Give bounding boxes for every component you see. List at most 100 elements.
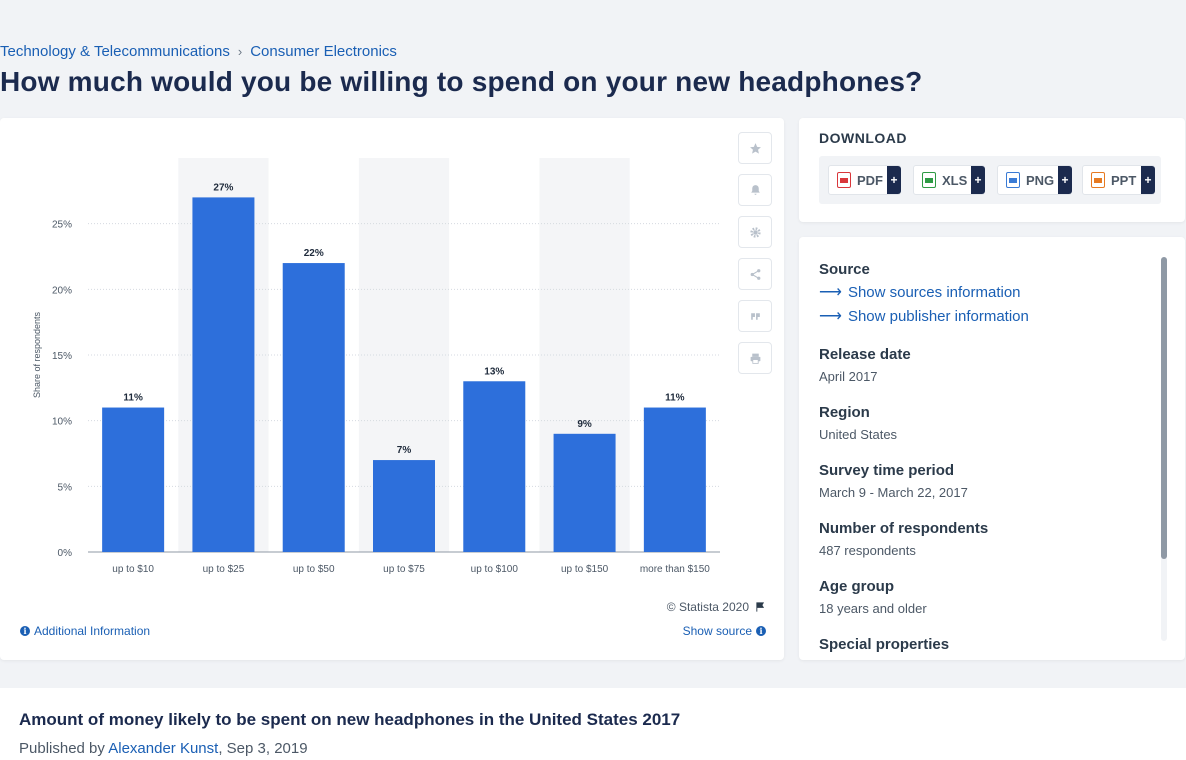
png-file-icon (1006, 172, 1020, 188)
breadcrumb-item-technology[interactable]: Technology & Telecommunications (0, 43, 230, 60)
plus-icon: + (1141, 166, 1155, 194)
special-properties-label: Special properties (819, 636, 950, 653)
download-xls-button[interactable]: XLS + (913, 165, 985, 195)
info-icon: i (756, 626, 766, 636)
show-source-link[interactable]: Show source i (683, 624, 766, 638)
survey-period-value: March 9 - March 22, 2017 (819, 485, 968, 500)
notification-button[interactable] (738, 174, 772, 206)
bar (463, 381, 526, 552)
source-details: Source ⟶ Show sources information ⟶ Show… (819, 261, 1149, 660)
source-card: Source ⟶ Show sources information ⟶ Show… (799, 237, 1185, 660)
author-link[interactable]: Alexander Kunst (108, 740, 219, 757)
png-label: PNG (1026, 172, 1055, 188)
download-title: DOWNLOAD (819, 130, 907, 146)
bell-icon (750, 184, 760, 195)
ppt-file-icon (1091, 172, 1105, 188)
x-tick-label: up to $100 (471, 564, 519, 575)
share-icon (750, 268, 760, 280)
download-buttons: PDF + XLS + PNG + PPT + (819, 156, 1161, 204)
arrow-right-icon: ⟶ (819, 308, 842, 325)
share-button[interactable] (738, 258, 772, 290)
download-ppt-button[interactable]: PPT + (1082, 165, 1155, 195)
gear-icon (749, 226, 761, 238)
plus-icon: + (1058, 166, 1072, 194)
show-publisher-link[interactable]: ⟶ Show publisher information (819, 306, 1149, 326)
y-tick-label: 20% (52, 285, 72, 296)
bar (373, 460, 435, 552)
bar (643, 407, 706, 552)
x-tick-label: up to $10 (112, 564, 154, 575)
pdf-label: PDF (857, 172, 883, 188)
bar (102, 407, 165, 552)
description-card: Amount of money likely to be spent on ne… (0, 688, 1186, 760)
additional-information-link[interactable]: i Additional Information (20, 624, 150, 638)
age-group-value: 18 years and older (819, 601, 927, 616)
breadcrumb-separator: › (237, 44, 243, 59)
statista-credit: © Statista 2020 (667, 600, 766, 614)
respondents-label: Number of respondents (819, 520, 989, 537)
release-date-label: Release date (819, 346, 911, 363)
show-sources-link[interactable]: ⟶ Show sources information (819, 282, 1149, 302)
x-tick-label: up to $25 (203, 564, 245, 575)
region-value: United States (819, 427, 898, 442)
info-icon: i (20, 626, 30, 636)
release-date-value: April 2017 (819, 369, 878, 384)
y-axis-label: Share of respondents (32, 311, 42, 398)
region-label: Region (819, 404, 870, 421)
show-publisher-label: Show publisher information (847, 307, 1029, 325)
data-label: 11% (665, 393, 685, 404)
chart-card: 0% 5% 10% 15% 20% 25% Share of respondents 11% u… (0, 118, 784, 660)
xls-label: XLS (942, 172, 968, 188)
data-label: 11% (123, 393, 143, 404)
chart-toolbar (738, 132, 772, 374)
bar (192, 197, 255, 552)
y-tick-label: 0% (58, 548, 73, 559)
y-tick-label: 15% (52, 351, 72, 362)
plus-icon: + (971, 166, 985, 194)
data-label: 9% (577, 419, 592, 430)
xls-file-icon (922, 172, 936, 188)
source-label: Source (819, 261, 870, 278)
scrollbar-thumb[interactable] (1161, 257, 1167, 559)
cite-button[interactable] (738, 300, 772, 332)
credit-text: © Statista 2020 (666, 600, 749, 614)
download-png-button[interactable]: PNG + (997, 165, 1072, 195)
settings-button[interactable] (738, 216, 772, 248)
y-tick-label: 25% (52, 220, 72, 231)
favorite-button[interactable] (738, 132, 772, 164)
print-button[interactable] (738, 342, 772, 374)
breadcrumb: Technology & Telecommunications › Consum… (0, 43, 397, 60)
x-tick-label: more than $150 (640, 564, 710, 575)
breadcrumb-item-consumer-electronics[interactable]: Consumer Electronics (250, 43, 397, 60)
data-label: 22% (304, 248, 324, 259)
data-label: 7% (397, 445, 412, 456)
additional-information-label: Additional Information (34, 624, 151, 638)
bar (282, 263, 345, 552)
show-source-label: Show source (682, 624, 752, 638)
bar (553, 433, 616, 552)
x-tick-label: up to $75 (383, 564, 425, 575)
show-sources-label: Show sources information (847, 283, 1021, 301)
quote-icon (750, 312, 760, 320)
data-label: 13% (484, 366, 504, 377)
x-tick-label: up to $150 (561, 564, 609, 575)
arrow-right-icon: ⟶ (819, 284, 842, 301)
ppt-label: PPT (1111, 172, 1137, 188)
plus-icon: + (887, 166, 901, 194)
print-icon (750, 353, 760, 364)
download-pdf-button[interactable]: PDF + (828, 165, 901, 195)
age-group-label: Age group (819, 578, 894, 595)
pdf-file-icon (837, 172, 851, 188)
data-label: 27% (213, 182, 233, 193)
y-tick-label: 10% (52, 417, 72, 428)
published-date: , Sep 3, 2019 (218, 740, 308, 757)
published-prefix: Published by (19, 740, 105, 757)
star-icon (749, 142, 761, 154)
respondents-value: 487 respondents (819, 543, 916, 558)
flag-icon[interactable] (755, 601, 766, 613)
y-tick-label: 5% (58, 482, 73, 493)
survey-period-label: Survey time period (819, 462, 955, 479)
download-card: DOWNLOAD PDF + XLS + PNG + PPT + (799, 118, 1185, 222)
statistic-title: Amount of money likely to be spent on ne… (19, 710, 681, 729)
x-tick-label: up to $50 (293, 564, 335, 575)
